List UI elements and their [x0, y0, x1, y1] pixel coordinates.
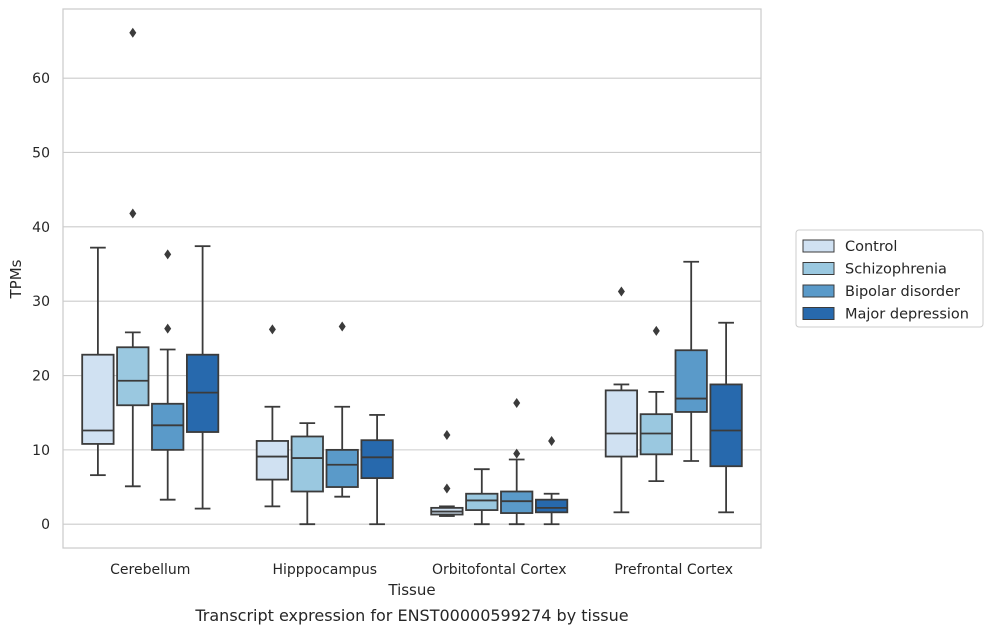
box	[290, 422, 324, 526]
outlier-point	[548, 435, 556, 446]
legend-swatch	[802, 262, 835, 275]
box-iqr	[290, 435, 324, 493]
series-control	[81, 246, 639, 517]
y-tick-label: 30	[32, 294, 50, 310]
outlier-point	[338, 321, 346, 332]
y-tick-label: 10	[32, 443, 50, 459]
outlier-point	[513, 398, 521, 409]
box-iqr	[534, 498, 569, 514]
box-iqr	[325, 448, 359, 488]
box	[604, 286, 639, 514]
box	[465, 468, 499, 526]
outlier-point	[164, 249, 172, 260]
box	[81, 246, 115, 477]
box	[116, 27, 150, 488]
outlier-point	[652, 325, 660, 336]
box	[709, 321, 743, 514]
plot-area	[63, 9, 761, 548]
box	[360, 414, 394, 526]
box	[674, 260, 708, 462]
legend-label: Bipolar disorder	[845, 284, 960, 300]
legend-frame	[795, 229, 984, 328]
x-tick-label: Prefrontal Cortex	[614, 562, 733, 578]
chart-caption: Transcript expression for ENST0000059927…	[194, 606, 628, 625]
series-schizophrenia	[116, 27, 673, 526]
y-axis-label: TPMs	[7, 259, 25, 299]
legend-label: Control	[845, 239, 897, 255]
outlier-point	[443, 483, 451, 494]
legend-label: Major depression	[845, 307, 969, 323]
box-iqr	[360, 439, 394, 480]
x-tick-label: Orbitofontal Cortex	[432, 562, 567, 578]
box-iqr	[604, 389, 639, 458]
box-series	[81, 27, 743, 526]
outlier-point	[129, 27, 137, 38]
outlier-point	[129, 208, 137, 219]
outlier-point	[268, 324, 276, 335]
box	[325, 321, 359, 498]
x-tick-labels: Cerebellum Hipppocampus Orbitofontal Corte…	[110, 562, 733, 578]
outlier-point	[513, 448, 521, 459]
y-tick-labels: 0 10 20 30 40 50 60	[32, 71, 50, 533]
x-axis-label: Tissue	[387, 581, 435, 599]
y-tick-label: 60	[32, 71, 50, 87]
legend-swatch	[802, 307, 835, 320]
box	[151, 249, 185, 501]
box	[185, 245, 220, 510]
y-tick-label: 20	[32, 369, 50, 385]
box	[639, 325, 673, 482]
box-iqr	[255, 440, 290, 481]
box-iqr	[709, 383, 743, 468]
y-tick-label: 40	[32, 220, 50, 236]
y-tick-label: 0	[41, 517, 50, 533]
x-tick-label: Cerebellum	[110, 562, 190, 578]
legend-swatch	[802, 284, 835, 298]
y-tick-label: 50	[32, 145, 50, 161]
box-iqr	[465, 492, 499, 511]
outlier-point	[617, 286, 625, 297]
legend-label: Schizophrenia	[845, 262, 947, 278]
box-iqr	[500, 490, 534, 514]
x-tick-label: Hipppocampus	[272, 562, 377, 578]
box	[500, 398, 534, 526]
legend: Control Schizophrenia Bipolar disorder Majo…	[795, 229, 984, 328]
box-iqr	[151, 402, 185, 451]
box	[255, 324, 290, 508]
outlier-point	[443, 429, 451, 440]
box-iqr	[81, 353, 115, 445]
plot-frame	[62, 8, 762, 549]
box	[430, 429, 464, 517]
box	[534, 435, 569, 526]
series-major-depression	[185, 245, 743, 526]
box-iqr	[116, 346, 150, 407]
box-iqr	[674, 349, 708, 413]
outlier-point	[164, 323, 172, 334]
series-bipolar-disorder	[151, 249, 708, 526]
legend-swatch	[802, 239, 835, 253]
